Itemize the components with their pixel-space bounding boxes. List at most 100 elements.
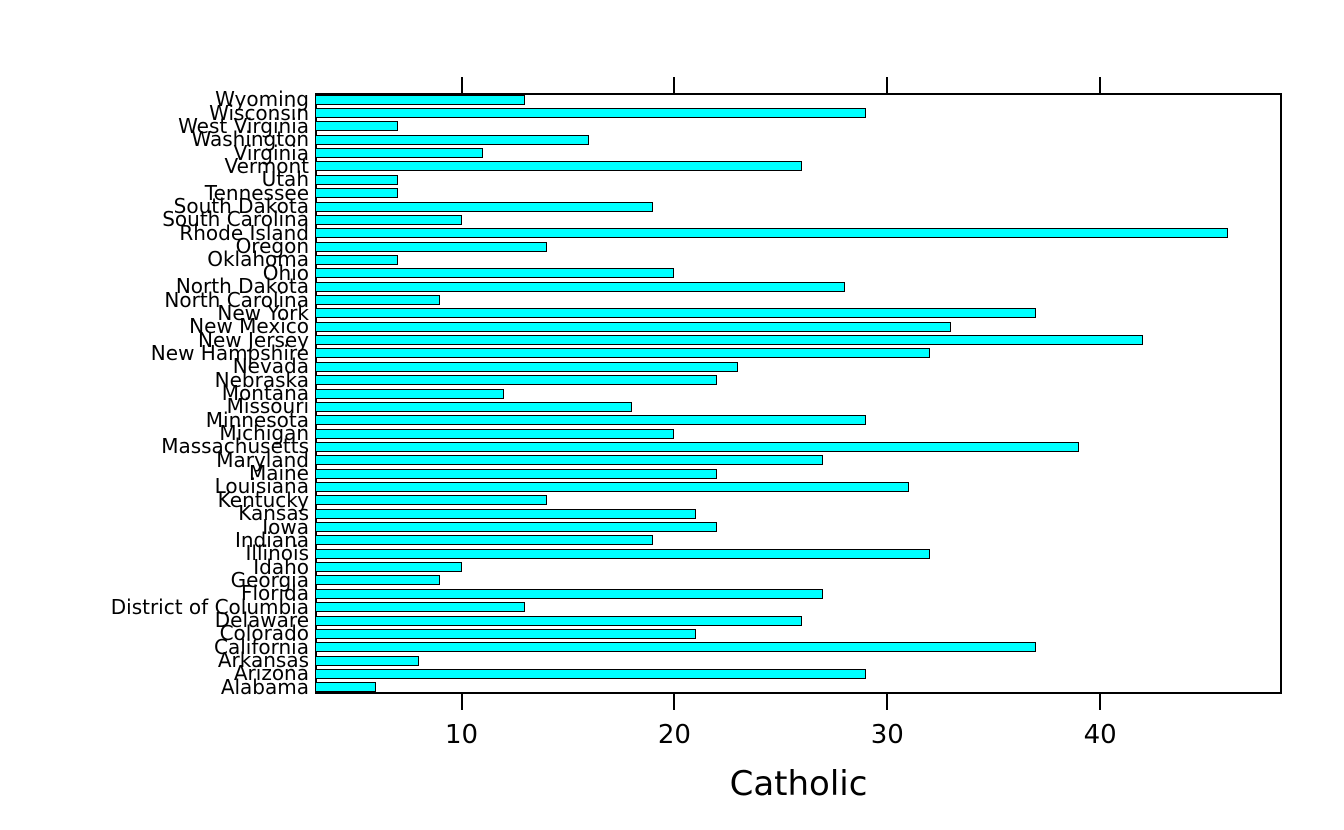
y-axis-label: California <box>214 634 309 659</box>
x-tick-label: 20 <box>657 720 691 750</box>
bar <box>315 401 632 412</box>
bar <box>315 522 717 533</box>
x-tick-mark-top <box>460 77 463 93</box>
x-tick-label: 10 <box>444 720 479 750</box>
bar <box>315 602 526 613</box>
bar <box>315 308 1037 319</box>
bar <box>315 642 1037 653</box>
y-axis-label: Kentucky <box>217 487 309 512</box>
y-axis-label: Colorado <box>219 621 309 646</box>
bar <box>315 348 930 359</box>
bar <box>315 201 654 212</box>
bar <box>315 575 441 586</box>
bar <box>315 481 909 492</box>
bar <box>315 535 654 546</box>
y-axis-label: Maine <box>248 461 309 486</box>
y-axis-label: Oregon <box>235 234 309 259</box>
y-axis-label: Indiana <box>234 527 309 552</box>
bar <box>315 108 866 119</box>
bar <box>315 655 419 666</box>
y-axis-label: Missouri <box>226 394 309 419</box>
bar <box>315 268 675 279</box>
y-axis-label: New Mexico <box>189 314 309 339</box>
x-tick-label: 40 <box>1083 720 1117 750</box>
y-axis-label: Arkansas <box>217 648 309 673</box>
y-axis-label: New York <box>217 300 309 325</box>
y-axis-label: Kansas <box>238 501 309 526</box>
bar <box>315 668 866 679</box>
bar <box>315 134 590 145</box>
y-axis-label: Ohio <box>262 260 309 285</box>
x-tick-mark-bottom <box>460 694 463 710</box>
y-axis-label: Virginia <box>233 140 309 165</box>
y-axis-label: Massachusetts <box>161 434 309 459</box>
x-tick-mark-bottom <box>886 694 889 710</box>
y-axis-label: South Carolina <box>162 207 309 232</box>
bar <box>315 548 930 559</box>
x-tick-mark-bottom <box>1099 694 1102 710</box>
bar <box>315 508 696 519</box>
bar <box>315 321 952 332</box>
bar <box>315 281 845 292</box>
y-axis-label: New Hampshire <box>150 340 309 365</box>
x-axis-title: Catholic <box>729 764 868 804</box>
x-tick-mark-top <box>673 77 676 93</box>
y-axis-label: Michigan <box>219 421 309 446</box>
y-axis-label: Rhode Island <box>179 220 309 245</box>
y-axis-label: Nebraska <box>214 367 309 392</box>
y-axis-label: Alabama <box>220 674 309 699</box>
bar <box>315 254 398 265</box>
bar <box>315 148 483 159</box>
bar <box>315 428 675 439</box>
bar <box>315 174 398 185</box>
y-axis-label: South Dakota <box>173 194 309 219</box>
bar <box>315 295 441 305</box>
bar <box>315 94 526 105</box>
x-tick-label: 30 <box>870 720 904 750</box>
bar <box>315 361 739 372</box>
y-axis-label: Oklahoma <box>207 247 309 272</box>
y-axis-label: Florida <box>240 581 309 606</box>
y-axis-label: Montana <box>221 381 309 405</box>
y-axis-label: North Dakota <box>175 274 309 299</box>
y-axis-label: Tennessee <box>204 180 309 205</box>
bar <box>315 188 398 199</box>
y-axis-label: Wyoming <box>215 87 309 112</box>
x-tick-mark-top <box>1099 77 1102 93</box>
y-axis-label: Louisiana <box>214 474 309 499</box>
y-axis-label: Minnesota <box>205 407 309 432</box>
bar <box>315 335 1143 346</box>
y-axis-label: Nevada <box>232 354 309 379</box>
y-axis-label: Vermont <box>224 153 309 178</box>
bar <box>315 495 547 506</box>
y-axis-label: New Jersey <box>198 327 309 352</box>
bar <box>315 241 547 252</box>
bar <box>315 615 803 626</box>
y-axis-label: Idaho <box>253 554 309 579</box>
bar <box>315 228 1228 239</box>
bar <box>315 415 866 426</box>
x-tick-mark-bottom <box>673 694 676 710</box>
bar <box>315 375 717 386</box>
bar <box>315 214 462 225</box>
y-axis-label: Washington <box>191 127 309 152</box>
y-axis-label: Arizona <box>233 661 309 686</box>
bar <box>315 682 377 693</box>
y-axis-label: Illinois <box>245 541 309 566</box>
bar <box>315 161 803 172</box>
bar <box>315 388 505 399</box>
bar <box>315 562 462 573</box>
y-axis-label: Delaware <box>214 608 309 633</box>
bar <box>315 628 696 639</box>
y-axis-label: West Virginia <box>178 113 309 138</box>
bar <box>315 121 398 132</box>
y-axis-label: Georgia <box>230 567 309 592</box>
y-axis-label: District of Columbia <box>110 594 309 619</box>
y-axis-label: Utah <box>261 167 309 192</box>
bar <box>315 441 1079 452</box>
bar <box>315 468 717 479</box>
y-axis-label: Iowa <box>262 514 309 539</box>
x-tick-mark-top <box>886 77 889 93</box>
y-axis-label: Maryland <box>216 447 309 472</box>
